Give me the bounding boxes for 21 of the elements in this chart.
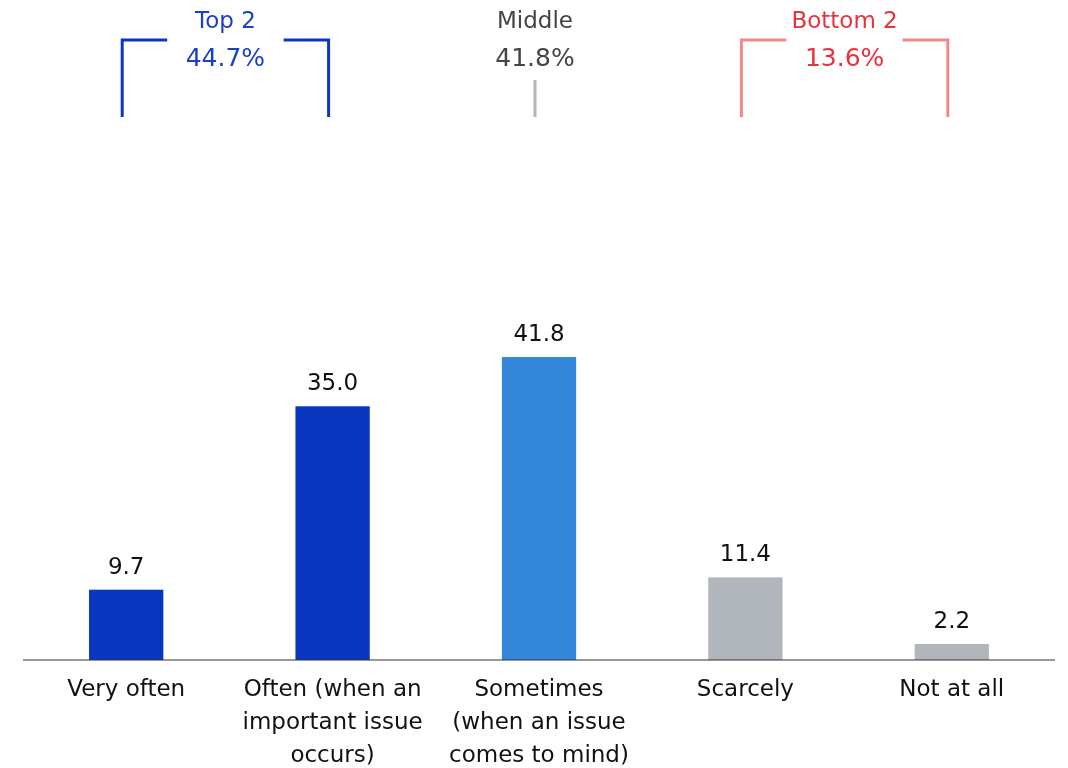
- bar: [295, 406, 370, 660]
- data-label: 11.4: [719, 540, 772, 567]
- bar: [708, 577, 783, 660]
- text: 41.8%: [495, 43, 575, 72]
- x-tick-label: Very often: [67, 675, 186, 701]
- data-label: 35.0: [306, 369, 359, 396]
- bar: [914, 644, 989, 660]
- bar: [501, 357, 577, 660]
- text: Bottom 2: [791, 7, 898, 33]
- x-tick-label: Sometimes (when an issue comes to mind): [449, 675, 629, 767]
- text: Top 2: [194, 7, 256, 33]
- x-tick-label: Not at all: [899, 675, 1005, 701]
- x-tick-label: Scarcely: [696, 675, 794, 701]
- x-tick-label: Often (when an important issue occurs): [242, 675, 423, 767]
- text: Middle: [497, 7, 573, 33]
- bar: [89, 589, 164, 660]
- data-label: 9.7: [107, 552, 145, 579]
- text: 13.6%: [804, 43, 885, 72]
- data-label: 2.2: [933, 607, 971, 634]
- data-label: 41.8: [513, 320, 565, 346]
- text: 44.7%: [185, 43, 266, 72]
